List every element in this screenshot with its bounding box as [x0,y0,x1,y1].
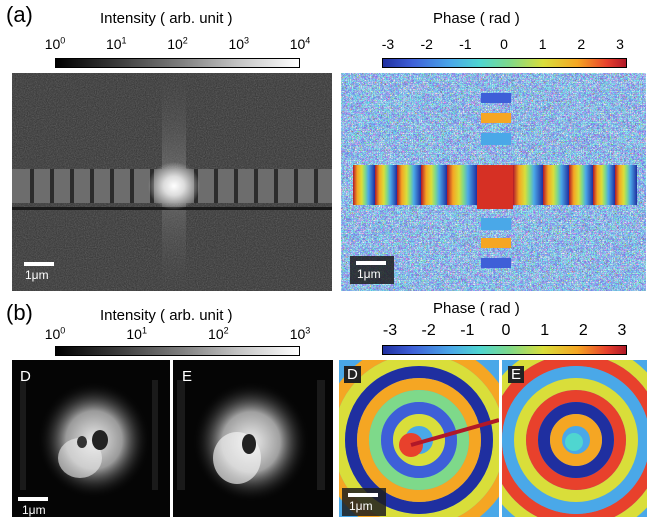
inset-label-intensity-e: E [182,368,193,385]
phase-tick-b-0: -3 [382,322,398,339]
scale-box-phase-a [350,256,394,284]
scale-bar-intensity-a [24,262,54,266]
inset-label-phase-d: D [344,366,361,383]
phase-tick-a-3: 0 [500,36,508,52]
intensity-colorbar-ticks-a: 100 101 102 103 104 [45,35,311,54]
phase-image-a [341,73,646,291]
phase-tick-b-2: -1 [460,322,475,339]
intensity-tick-a-2: 102 [167,35,188,52]
panel-b-label: (b) [6,300,33,325]
intensity-colorbar-title-b: Intensity ( arb. unit ) [100,307,233,324]
intensity-tick-a-0: 100 [44,35,66,52]
phase-colorbar-title-a: Phase ( rad ) [433,10,520,27]
inset-label-intensity-d: D [20,368,31,385]
phase-tick-a-0: -3 [381,36,395,52]
intensity-image-b-e [173,360,333,517]
phase-colorbar-ticks-a: -3 -2 -1 0 1 2 3 [382,36,624,54]
intensity-tick-b-2: 102 [208,325,229,342]
intensity-colorbar-ticks-b: 100 101 102 103 [45,325,311,344]
scale-label-phase-b: 1μm [349,499,373,513]
phase-tick-a-4: 1 [538,36,547,52]
intensity-tick-a-4: 104 [289,35,311,52]
scale-label-intensity-b: 1μm [22,503,46,517]
phase-tick-b-6: 3 [617,322,627,339]
intensity-tick-b-0: 100 [44,325,66,342]
scale-bar-intensity-b [18,497,48,501]
phase-spiral-d [339,360,499,517]
intensity-image-b-d [12,360,170,517]
intensity-tick-a-3: 103 [228,35,250,52]
phase-image-b-d [339,360,499,517]
phase-tick-a-5: 2 [577,36,586,52]
intensity-colorbar-title-a: Intensity ( arb. unit ) [100,10,233,27]
phase-tick-b-3: 0 [501,322,511,339]
phase-tick-b-4: 1 [540,322,550,339]
phase-colorbar-title-b: Phase ( rad ) [433,300,520,317]
phase-colorbar-a [382,58,627,68]
intensity-image-a [12,73,332,291]
phase-tick-a-6: 3 [616,36,624,52]
panel-a-label: (a) [6,2,33,27]
scale-label-phase-a: 1μm [357,267,381,281]
intensity-tick-b-3: 103 [289,325,311,342]
scale-bar-phase-a [356,261,386,265]
scale-label-intensity-a: 1μm [25,268,49,282]
scale-bar-phase-b [348,493,378,497]
phase-colorbar-ticks-b: -3 -2 -1 0 1 2 3 [383,322,627,342]
scale-box-phase-b [342,488,386,516]
phase-tick-a-1: -2 [420,36,433,52]
phase-fringe-band-a [353,93,637,268]
phase-tick-a-2: -1 [459,36,472,52]
phase-image-b-e [502,360,647,517]
phase-spiral-e [502,360,647,517]
phase-tick-b-1: -2 [421,322,436,339]
phase-colorbar-b [382,345,627,355]
intensity-colorbar-a [55,58,300,68]
phase-tick-b-5: 2 [578,322,588,339]
inset-label-phase-e: E [508,366,525,383]
intensity-colorbar-b [55,346,300,356]
intensity-tick-b-1: 101 [126,325,147,342]
intensity-tick-a-1: 101 [105,35,127,52]
